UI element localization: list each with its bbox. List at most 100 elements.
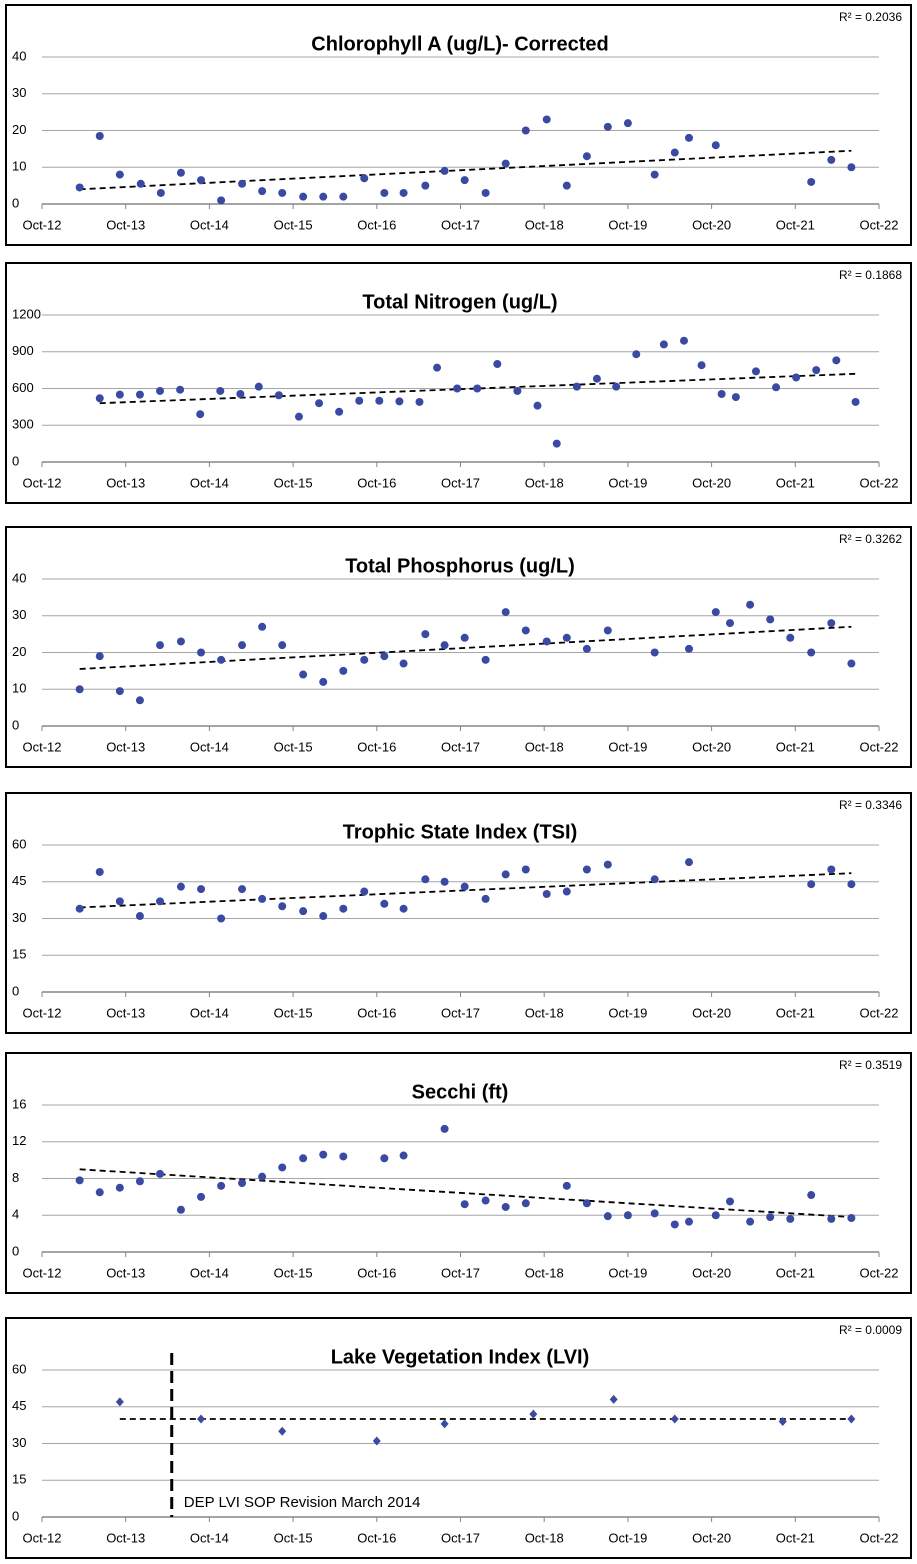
point (278, 902, 287, 911)
y-tick-label: 30 (12, 910, 26, 925)
point (552, 439, 561, 448)
point (217, 914, 226, 923)
point (399, 659, 408, 668)
y-tick-label: 1200 (12, 306, 41, 321)
x-tick-label: Oct-16 (357, 1005, 396, 1020)
point (254, 382, 263, 391)
x-tick-label: Oct-15 (274, 739, 313, 754)
point (679, 336, 688, 345)
x-tick-label: Oct-19 (608, 1005, 647, 1020)
x-tick-label: Oct-17 (441, 475, 480, 490)
y-tick-label: 15 (12, 1472, 26, 1487)
point (136, 179, 145, 188)
x-tick-label: Oct-14 (190, 475, 229, 490)
point (258, 622, 267, 631)
y-tick-label: 20 (12, 122, 26, 137)
point (460, 882, 469, 891)
point (115, 390, 124, 399)
point (847, 1214, 856, 1223)
trendline (79, 149, 852, 191)
x-tick-label: Oct-18 (525, 475, 564, 490)
x-tick-label: Oct-17 (441, 739, 480, 754)
point (197, 176, 206, 185)
point (562, 1181, 571, 1190)
point (685, 644, 694, 653)
y-tick-label: 900 (12, 343, 34, 358)
point (319, 1150, 328, 1159)
point (217, 1181, 226, 1190)
point (339, 904, 348, 913)
point (421, 181, 430, 190)
point (572, 382, 581, 391)
y-tick-label: 10 (12, 159, 26, 174)
point (360, 655, 369, 664)
x-tick-label: Oct-20 (692, 475, 731, 490)
y-tick-label: 600 (12, 380, 34, 395)
chart-title: Lake Vegetation Index (LVI) (331, 1346, 590, 1368)
x-tick-label: Oct-21 (776, 1530, 815, 1545)
trendline (79, 625, 852, 670)
point (355, 396, 364, 405)
point (812, 366, 821, 375)
point (399, 1151, 408, 1160)
point (521, 1199, 530, 1208)
point (603, 122, 612, 131)
point (258, 1172, 267, 1181)
point (592, 374, 601, 383)
trendline (79, 1168, 852, 1218)
y-tick-label: 60 (12, 836, 26, 851)
y-tick-label: 16 (12, 1096, 26, 1111)
x-tick-label: Oct-15 (274, 475, 313, 490)
x-tick-label: Oct-18 (525, 1530, 564, 1545)
point (335, 407, 344, 416)
point (772, 383, 781, 392)
y-tick-label: 60 (12, 1361, 26, 1376)
point (115, 897, 124, 906)
point (278, 1163, 287, 1172)
point (197, 648, 206, 657)
panel-border (5, 262, 912, 504)
point (399, 188, 408, 197)
chart-title: Chlorophyll A (ug/L)- Corrected (311, 33, 608, 55)
point (299, 907, 308, 916)
point (440, 166, 449, 175)
point (315, 399, 324, 408)
point (847, 880, 856, 889)
x-tick-label: Oct-19 (608, 739, 647, 754)
x-tick-label: Oct-17 (441, 217, 480, 232)
y-tick-label: 45 (12, 873, 26, 888)
x-tick-label: Oct-17 (441, 1005, 480, 1020)
point (197, 1414, 206, 1424)
point (433, 363, 442, 372)
point (75, 1176, 84, 1185)
x-tick-label: Oct-21 (776, 217, 815, 232)
x-tick-label: Oct-15 (274, 1265, 313, 1280)
point (440, 877, 449, 886)
annotation: R² = 0.3519 (839, 1058, 902, 1072)
point (217, 196, 226, 205)
point (440, 1419, 449, 1429)
point (623, 1211, 632, 1220)
point (501, 608, 510, 617)
x-tick-label: Oct-14 (190, 1265, 229, 1280)
point (827, 865, 836, 874)
point (156, 1169, 165, 1178)
x-tick-label: Oct-22 (859, 1005, 898, 1020)
y-tick-label: 30 (12, 607, 26, 622)
point (685, 858, 694, 867)
point (294, 412, 303, 421)
x-tick-label: Oct-16 (357, 1265, 396, 1280)
point (238, 1179, 247, 1188)
revision-label: DEP LVI SOP Revision March 2014 (184, 1494, 421, 1511)
x-tick-label: Oct-15 (274, 217, 313, 232)
point (851, 397, 860, 406)
x-tick-label: Oct-19 (608, 475, 647, 490)
y-tick-label: 20 (12, 644, 26, 659)
point (670, 1220, 679, 1229)
annotation: R² = 0.2036 (839, 10, 902, 24)
point (650, 648, 659, 657)
point (238, 885, 247, 894)
point (197, 885, 206, 894)
point (156, 641, 165, 650)
